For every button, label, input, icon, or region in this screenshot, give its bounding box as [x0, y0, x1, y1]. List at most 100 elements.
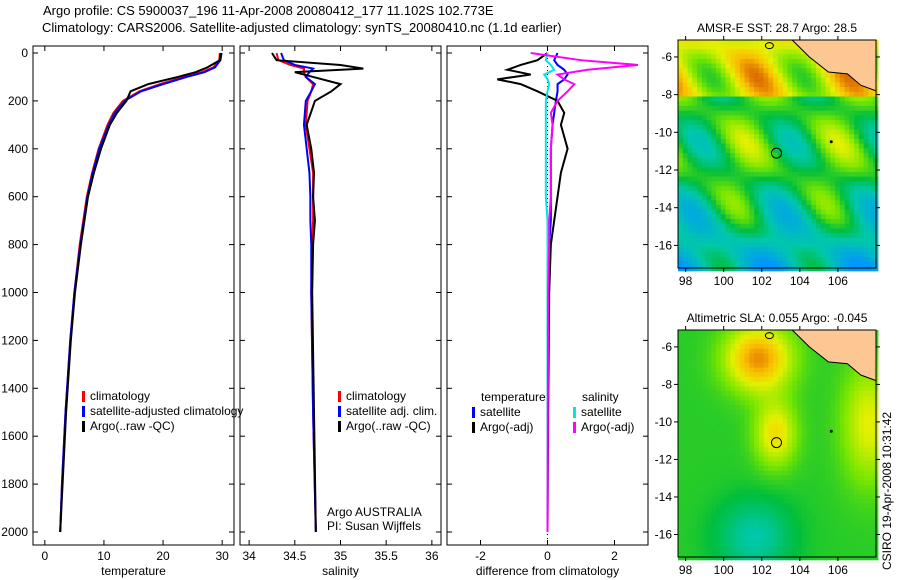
- sst-cell: [777, 44, 784, 50]
- sst-cell: [744, 82, 750, 88]
- sst-cell: [782, 72, 788, 79]
- sst-cell: [763, 167, 769, 173]
- sst-cell: [825, 247, 831, 253]
- sst-cell: [844, 138, 850, 145]
- sst-cell: [720, 190, 727, 196]
- sla-cell: [777, 508, 784, 514]
- sst-cell: [820, 143, 827, 149]
- sla-cell: [777, 372, 784, 378]
- sla-cell: [830, 405, 836, 411]
- sla-cell: [730, 433, 736, 439]
- sst-cell: [758, 219, 765, 225]
- sla-cell: [749, 531, 755, 537]
- sla-cell: [744, 480, 750, 486]
- sla-cell: [763, 348, 769, 354]
- sla-cell: [854, 433, 860, 439]
- sst-cell: [711, 82, 717, 88]
- sst-cell: [768, 190, 774, 196]
- sst-cell: [811, 186, 817, 192]
- sst-cell: [687, 181, 693, 187]
- sst-cell: [782, 68, 788, 74]
- sla-cell: [839, 466, 846, 472]
- sla-cell: [858, 522, 865, 528]
- sst-cell: [735, 105, 741, 112]
- sla-cell: [720, 451, 727, 458]
- sla-cell: [678, 517, 684, 523]
- sla-cell: [792, 362, 798, 369]
- sst-cell: [682, 256, 689, 262]
- sla-cell: [863, 461, 869, 467]
- sst-cell: [839, 129, 846, 135]
- sla-cell: [782, 419, 788, 425]
- sst-cell: [787, 44, 793, 50]
- sla-cell: [782, 470, 788, 476]
- sla-cell: [697, 395, 703, 401]
- sst-cell: [730, 256, 736, 262]
- sla-cell: [816, 503, 822, 509]
- sla-cell: [758, 447, 765, 453]
- sst-cell: [830, 219, 836, 225]
- sla-cell: [806, 494, 812, 500]
- sst-cell: [730, 186, 736, 192]
- sla-cell: [787, 339, 793, 345]
- sst-cell: [735, 129, 741, 135]
- sst-cell: [820, 181, 827, 187]
- sla-cell: [854, 494, 860, 500]
- sst-cell: [796, 167, 803, 173]
- sst-cell: [739, 129, 746, 135]
- sst-cell: [706, 186, 712, 192]
- sst-cell: [835, 247, 841, 253]
- sst-cell: [849, 134, 855, 140]
- sla-cell: [744, 428, 750, 434]
- sla-cell: [773, 376, 779, 383]
- sla-cell: [787, 395, 793, 401]
- sla-cell: [839, 423, 846, 429]
- sst-cell: [787, 143, 793, 149]
- sla-cell: [678, 489, 684, 495]
- sla-cell: [763, 419, 769, 425]
- sla-cell: [763, 522, 769, 528]
- sst-cell: [687, 58, 693, 65]
- sst-cell: [792, 214, 798, 220]
- sst-cell: [768, 195, 774, 201]
- sst-cell: [749, 181, 755, 187]
- sla-cell: [777, 367, 784, 373]
- sst-cell: [735, 87, 741, 93]
- temperature-ytick-label: 200: [8, 94, 28, 108]
- sst-cell: [720, 153, 727, 159]
- sla-cell: [735, 503, 741, 509]
- sst-cell: [725, 105, 731, 112]
- sla-cell: [735, 330, 741, 336]
- sst-cell: [835, 157, 841, 163]
- sst-cell: [716, 82, 722, 88]
- sla-cell: [792, 428, 798, 434]
- sst-cell: [858, 129, 865, 135]
- sst-cell: [854, 256, 860, 262]
- sla-cell: [773, 451, 779, 458]
- sla-cell: [682, 330, 689, 336]
- sst-cell: [773, 171, 779, 178]
- sla-cell: [716, 489, 722, 495]
- sla-cell: [792, 512, 798, 519]
- sla-cell: [744, 386, 750, 392]
- sla-cell: [816, 405, 822, 411]
- sst-cell: [687, 124, 693, 131]
- sst-cell: [739, 49, 746, 55]
- sla-cell: [701, 555, 708, 561]
- sst-cell: [796, 261, 803, 267]
- sla-cell: [682, 512, 689, 519]
- sst-cell: [825, 209, 831, 215]
- sla-cell: [830, 522, 836, 528]
- sla-cell: [720, 376, 727, 383]
- sst-cell: [744, 63, 750, 69]
- sla-cell: [692, 367, 698, 373]
- sst-cell: [801, 171, 808, 178]
- sst-cell: [806, 233, 812, 239]
- sst-cell: [739, 209, 746, 215]
- sla-cell: [844, 475, 850, 481]
- sst-cell: [763, 190, 769, 196]
- sla-cell: [720, 461, 727, 467]
- sla-cell: [801, 437, 808, 444]
- sla-cell: [739, 451, 746, 458]
